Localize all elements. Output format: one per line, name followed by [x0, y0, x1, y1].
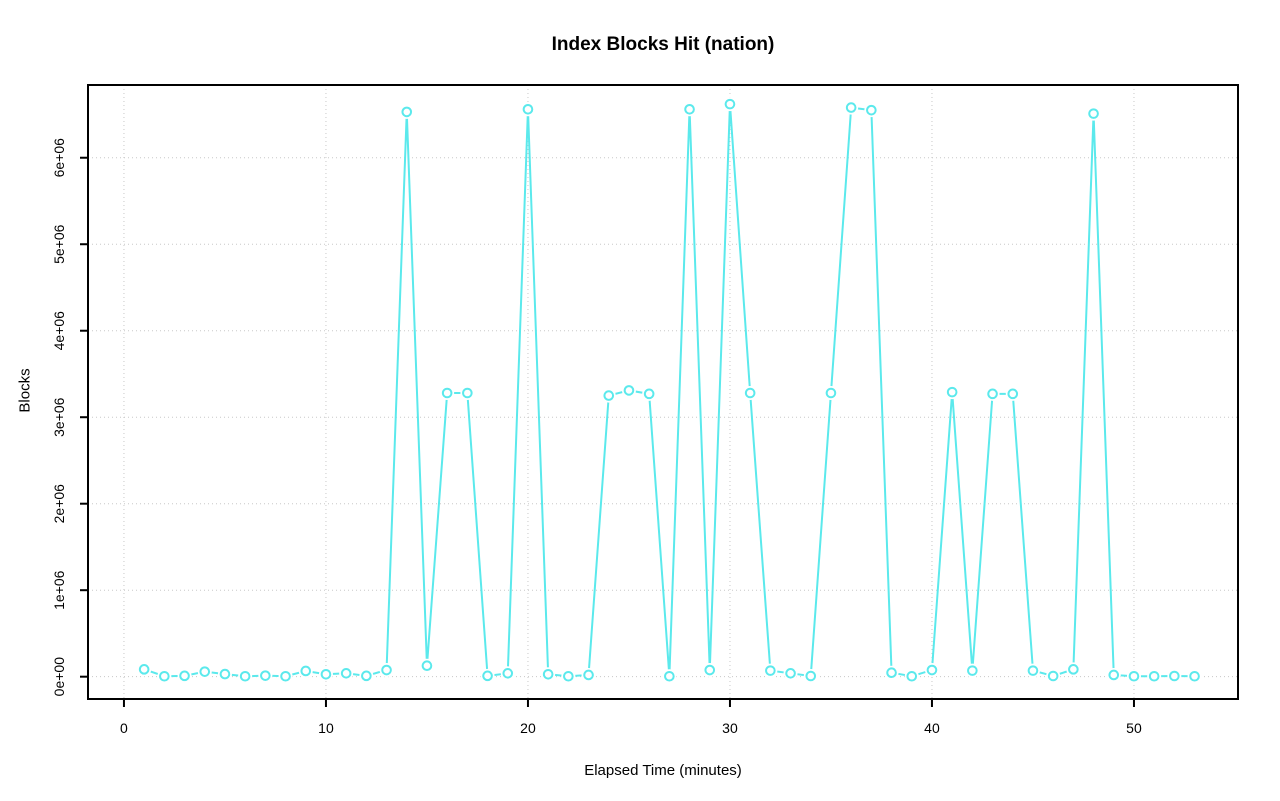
data-point — [502, 668, 514, 679]
data-point — [320, 668, 332, 680]
data-point — [724, 98, 736, 110]
data-point — [1027, 665, 1039, 676]
x-tick-label: 20 — [520, 720, 536, 736]
y-tick-label: 1e+06 — [51, 570, 67, 610]
data-point — [421, 660, 433, 672]
data-point — [239, 670, 251, 682]
y-tick-label: 3e+06 — [51, 397, 67, 437]
data-point — [280, 670, 291, 682]
data-point — [1189, 670, 1200, 682]
data-point — [684, 104, 695, 115]
chart-title: Index Blocks Hit (nation) — [551, 34, 775, 55]
data-point — [987, 388, 998, 400]
data-point — [138, 664, 150, 675]
data-point — [159, 670, 170, 682]
data-point — [361, 670, 372, 682]
data-point — [199, 666, 211, 677]
data-line — [143, 104, 1195, 678]
data-point — [300, 665, 312, 677]
data-point — [401, 106, 413, 118]
data-point — [1169, 670, 1180, 682]
data-point — [785, 668, 796, 679]
data-point — [1088, 108, 1099, 119]
data-point — [664, 670, 675, 682]
x-axis-title: Elapsed Time (minutes) — [584, 762, 742, 779]
data-point — [603, 390, 615, 401]
data-point — [179, 670, 190, 682]
data-point — [805, 670, 817, 682]
data-point — [260, 670, 271, 681]
data-point — [866, 104, 877, 116]
data-point — [522, 104, 534, 115]
data-point — [967, 665, 978, 676]
data-point — [563, 670, 574, 682]
data-point — [765, 665, 776, 676]
y-tick-label: 2e+06 — [51, 484, 67, 524]
data-point — [219, 668, 231, 680]
y-tick-label: 5e+06 — [51, 224, 67, 264]
data-point — [381, 664, 392, 676]
data-point — [845, 102, 857, 113]
data-point — [1068, 664, 1079, 675]
y-tick-label: 6e+06 — [51, 138, 67, 178]
data-point — [583, 669, 594, 681]
data-point — [643, 388, 655, 400]
data-point — [482, 670, 493, 682]
y-tick-label: 0e+00 — [51, 657, 67, 697]
x-tick-label: 30 — [722, 720, 738, 736]
data-point — [1047, 670, 1059, 682]
data-point — [1128, 670, 1140, 682]
x-tick-label: 10 — [318, 720, 334, 736]
data-point — [441, 387, 453, 399]
x-tick-label: 50 — [1126, 720, 1142, 736]
plot-border — [87, 84, 1239, 700]
data-point — [462, 387, 473, 399]
x-tick-label: 40 — [924, 720, 940, 736]
data-point — [704, 664, 716, 676]
data-point — [744, 387, 756, 399]
x-tick-label: 0 — [120, 720, 128, 736]
y-tick-label: 4e+06 — [51, 311, 67, 351]
data-point — [1148, 670, 1160, 682]
data-point — [1007, 388, 1019, 400]
data-point — [623, 385, 635, 396]
data-point — [906, 670, 918, 682]
data-point — [340, 668, 352, 679]
data-point — [946, 386, 958, 398]
data-point — [1108, 669, 1120, 681]
data-point — [926, 664, 938, 676]
data-point — [542, 668, 554, 680]
data-point — [825, 387, 837, 399]
data-point — [886, 667, 897, 679]
